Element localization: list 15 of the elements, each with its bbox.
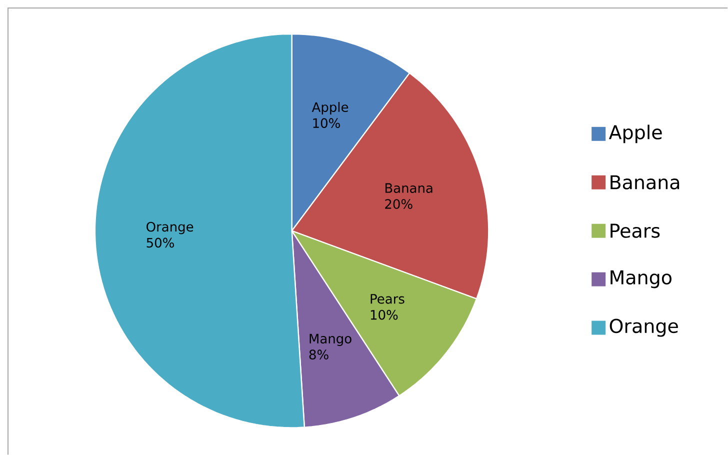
slice-label: Apple (312, 102, 348, 114)
data-label: 20% (385, 199, 412, 209)
legend-label: Orange (610, 318, 678, 337)
slice-label: Mango (310, 334, 352, 346)
legend-label: Pears (610, 224, 660, 238)
slice-label: Banana (385, 183, 432, 193)
legend-label: Apple (608, 124, 662, 144)
legend-label: Mango (610, 270, 672, 288)
data-label: 10% (313, 118, 340, 128)
data-label: 50% (146, 238, 174, 248)
legend-label: Banana (610, 175, 680, 190)
slice-label: Pears (370, 294, 404, 304)
data-label: 8% (309, 350, 328, 360)
data-label: 10% (370, 310, 398, 320)
slice-label: Orange (146, 222, 194, 234)
